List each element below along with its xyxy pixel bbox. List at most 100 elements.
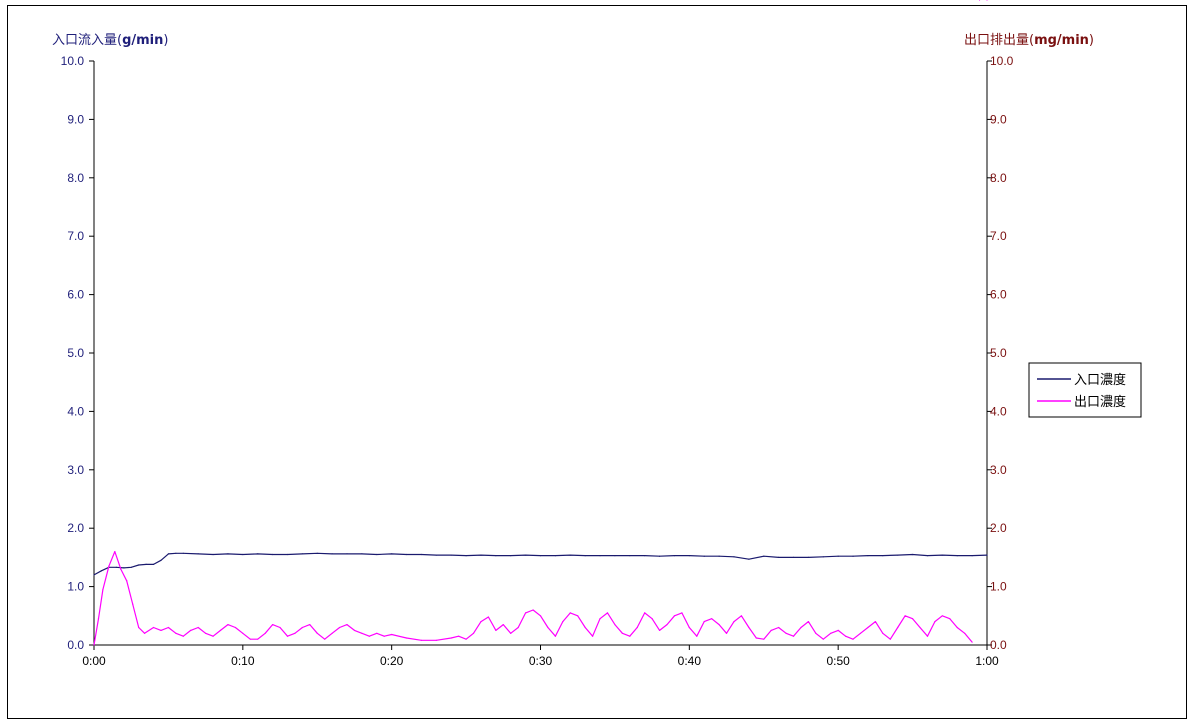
series-1-point — [286, 553, 289, 556]
series-1-point — [272, 553, 274, 556]
series-2-point — [324, 638, 326, 640]
series-2-point — [502, 623, 504, 626]
series-2-point — [636, 626, 638, 629]
series-2-point — [517, 626, 519, 629]
left-tick-label: 10.0 — [61, 54, 85, 68]
series-2-point — [591, 635, 594, 637]
series-2-point — [733, 621, 735, 623]
left-tick-label: 7.0 — [67, 229, 84, 243]
left-tick-label: 1.0 — [67, 580, 84, 594]
series-2-point — [792, 635, 795, 637]
series-1-point — [123, 567, 125, 569]
series-2-point — [859, 632, 862, 634]
series-1-point — [100, 570, 103, 572]
series-2-point — [249, 638, 251, 640]
series-2-point — [160, 629, 162, 632]
series-2-point — [621, 632, 623, 634]
series-1-point — [435, 554, 437, 556]
series-2-point — [897, 626, 899, 629]
series-2-point — [338, 626, 341, 629]
series-2-point — [822, 638, 824, 640]
series-2-point — [93, 644, 95, 646]
series-2-point — [681, 612, 683, 614]
series-2-point — [718, 623, 720, 626]
left-tick-label: 6.0 — [67, 288, 84, 302]
series-1-point — [986, 554, 988, 556]
series-2-point — [807, 621, 810, 623]
series-1-point — [941, 554, 943, 556]
series-1-point — [257, 553, 259, 555]
series-2-point — [331, 632, 333, 634]
series-1-point — [897, 554, 899, 556]
series-1-point — [212, 553, 214, 556]
series-1-point — [688, 555, 690, 557]
right-tick-label: 5.0 — [990, 346, 1007, 360]
series-2-point — [126, 580, 128, 582]
series-1-point — [242, 553, 244, 556]
series-1-point — [376, 553, 378, 556]
left-tick-label: 5.0 — [67, 346, 84, 360]
right-axis-title-unit: mg/min — [1034, 33, 1089, 48]
series-2-point — [725, 632, 728, 634]
series-2-point — [391, 633, 393, 636]
series-2-point — [778, 626, 780, 629]
series-1-point — [182, 552, 184, 554]
series-2-point — [874, 621, 876, 623]
series-2-point — [286, 635, 289, 637]
left-axis-title-close: ) — [163, 33, 168, 48]
left-axis-title-text: 入口流入量( — [52, 33, 122, 48]
series-2-point — [458, 635, 460, 637]
series-2-point — [562, 621, 564, 623]
series-line-2 — [93, 550, 973, 646]
series-2-point — [748, 626, 750, 629]
series-2-point — [495, 629, 497, 632]
series-1-point — [465, 555, 467, 557]
series-1-point — [554, 555, 556, 557]
series-group — [93, 0, 988, 646]
series-1-point — [93, 574, 95, 576]
series-2-point — [234, 626, 236, 629]
series-2-point — [539, 615, 542, 617]
series-2-point — [144, 632, 146, 634]
series-1-point — [926, 555, 929, 557]
series-2-point — [614, 623, 616, 626]
series-1-point — [956, 555, 958, 557]
series-2-point — [651, 618, 653, 620]
left-tick-label: 4.0 — [67, 404, 84, 418]
series-2-point — [487, 616, 490, 618]
x-tick-label: 0:00 — [82, 654, 106, 668]
series-2-point — [405, 637, 408, 639]
left-tick-label: 0.0 — [67, 638, 84, 652]
right-tick-label: 7.0 — [990, 229, 1007, 243]
series-2-point — [197, 626, 199, 629]
series-2-point — [152, 626, 155, 629]
series-2-point — [383, 635, 385, 637]
series-1-point — [778, 556, 780, 559]
series-1-point — [673, 555, 676, 557]
series-1-point — [138, 564, 140, 566]
left-tick-label: 2.0 — [67, 521, 84, 535]
right-tick-label: 9.0 — [990, 112, 1007, 126]
series-2-point — [480, 621, 482, 623]
series-2-point — [554, 635, 556, 637]
series-2-point — [711, 618, 713, 620]
series-1-point — [145, 563, 147, 566]
x-tick-label: 0:40 — [678, 654, 702, 668]
right-axis-title-text: 出口排出量( — [964, 33, 1034, 48]
x-tick-label: 0:30 — [529, 654, 553, 668]
series-2-point — [658, 629, 661, 632]
right-tick-label: 10.0 — [990, 54, 1014, 68]
series-1-point — [569, 554, 571, 556]
series-2-point — [257, 638, 259, 640]
series-1-point — [197, 553, 199, 555]
series-2-point — [272, 623, 274, 626]
series-2-point — [301, 626, 303, 629]
left-tick-label: 9.0 — [67, 112, 84, 126]
series-2-point — [971, 641, 973, 643]
series-1-point — [167, 553, 170, 555]
series-2-point — [904, 615, 906, 617]
series-2-point — [294, 632, 296, 634]
series-2-point — [941, 615, 943, 617]
